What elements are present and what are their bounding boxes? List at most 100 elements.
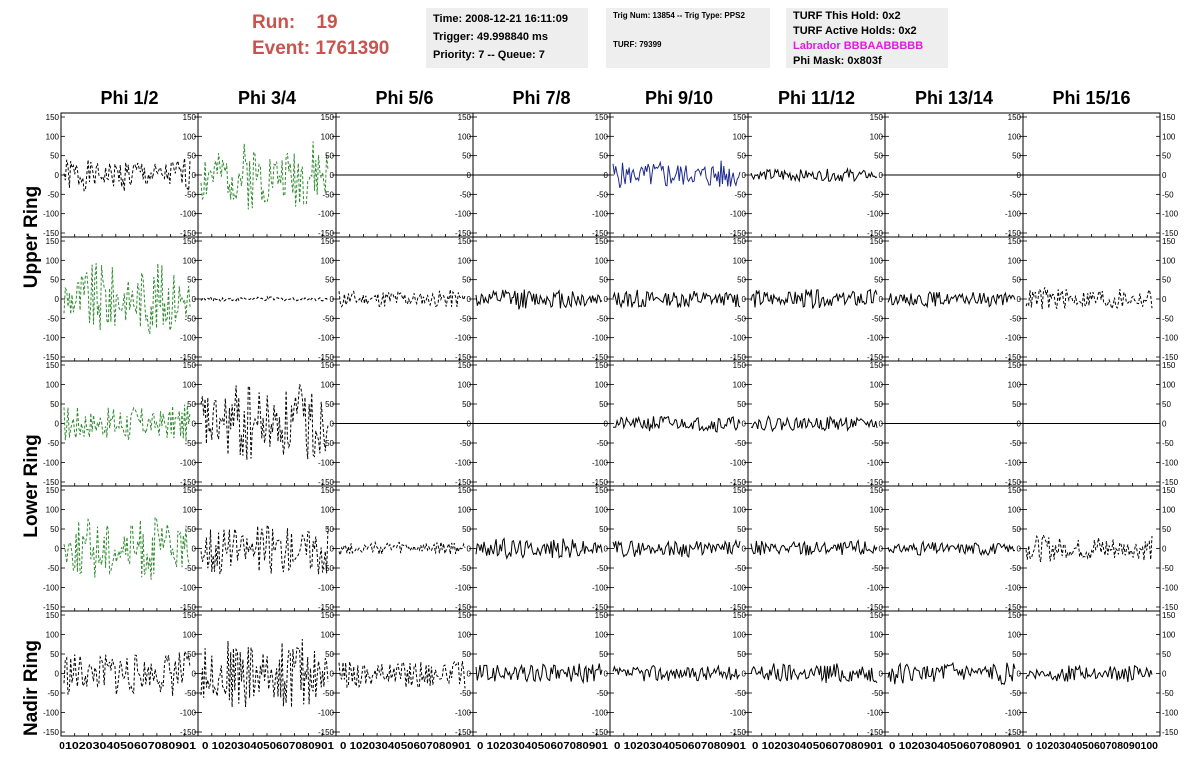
x-tick-label: 0 1020304050607080901 [477, 741, 608, 752]
y-tick-label: 150 [458, 361, 472, 370]
y-tick-label: -150 [43, 728, 60, 737]
waveform-trace [612, 664, 741, 682]
y-tick-label: -50 [871, 564, 883, 573]
y-tick-label: -50 [734, 314, 746, 323]
waveform-trace [475, 537, 603, 560]
y-tick-label: 150 [321, 611, 335, 620]
y-tick-label: 100 [733, 506, 747, 515]
waveform-panel: -150 -150 -100 -100 -50 -50 0 0 50 50 100 100 150 150 [1005, 485, 1179, 612]
y-tick-label: 0 [55, 670, 60, 679]
y-tick-label: -150 [1162, 478, 1179, 487]
panel-frame [747, 610, 886, 737]
y-tick-label: -100 [180, 459, 197, 468]
y-tick-label: -50 [596, 314, 608, 323]
waveform-panel: -150 -100 -50 0 50 100 150 [180, 360, 337, 487]
y-tick-label: -100 [455, 210, 472, 219]
waveform-trace [200, 141, 329, 210]
y-tick-label: 100 [46, 506, 60, 515]
y-tick-label: -150 [592, 603, 609, 612]
y-tick-label: -50 [1009, 564, 1021, 573]
y-tick-label: -100 [43, 459, 60, 468]
y-tick-label: 150 [46, 361, 60, 370]
waveform-panel: -150 -150 -100 -100 -50 -50 0 0 50 50 100 100 150 150 [1005, 236, 1179, 362]
y-tick-label: 0 [55, 545, 60, 554]
y-tick-label: -50 [322, 564, 334, 573]
y-tick-label: 0 [742, 545, 747, 554]
y-tick-label: -50 [596, 190, 608, 199]
y-tick-label: 150 [1008, 113, 1022, 122]
y-tick-label: 100 [458, 132, 472, 141]
run-label: Run: [252, 12, 296, 33]
y-tick-label: 50 [462, 152, 471, 161]
waveform-trace [200, 638, 329, 708]
x-tick-label: 0 1020304050607080901 [614, 741, 746, 752]
y-tick-label: 150 [595, 361, 609, 370]
waveform-trace [1025, 664, 1153, 683]
y-tick-label: -100 [455, 334, 472, 343]
y-tick-label: 50 [874, 400, 883, 409]
waveform-panel: -150 -100 -50 0 50 100 150 [43, 236, 199, 362]
y-tick-label: 100 [1162, 381, 1176, 390]
waveform-panel: -150 -100 -50 0 50 100 150 [180, 112, 337, 238]
priority-text: Priority: 7 -- Queue: 7 [433, 49, 545, 61]
panel-frame [335, 485, 474, 612]
phi-column-labels: Phi 1/2 Phi 3/4 Phi 5/6 Phi 7/8 Phi 9/10 Phi … [100, 88, 1130, 108]
y-tick-label: 100 [870, 132, 884, 141]
waveform-trace [750, 538, 878, 556]
y-tick-label: 50 [50, 152, 59, 161]
y-tick-label: 100 [458, 631, 472, 640]
y-tick-label: 150 [458, 237, 472, 246]
y-tick-label: 0 [192, 545, 197, 554]
waveform-panel: -150 -150 -100 -100 -50 -50 0 0 50 50 100 100 150 150 [1005, 112, 1179, 238]
event-row: Event: 1761390 [252, 36, 389, 62]
y-tick-label: 150 [870, 361, 884, 370]
y-tick-label: 150 [46, 486, 60, 495]
y-tick-label: 0 [192, 171, 197, 180]
y-tick-label: -150 [43, 229, 60, 238]
waveform-panel: -150 -100 -50 0 50 100 150 [318, 610, 474, 737]
y-tick-label: -150 [180, 728, 197, 737]
y-tick-label: -100 [730, 210, 747, 219]
y-tick-label: 100 [321, 256, 335, 265]
y-tick-label: 0 [1162, 670, 1167, 679]
phi-column-label: Phi 11/12 [778, 88, 855, 108]
y-tick-label: 50 [325, 525, 334, 534]
y-tick-label: 100 [321, 506, 335, 515]
y-tick-label: 50 [325, 152, 334, 161]
y-tick-label: 0 [330, 171, 335, 180]
y-tick-label: 50 [187, 276, 196, 285]
event-label: Event: [252, 38, 311, 59]
y-tick-label: -100 [1005, 709, 1022, 718]
y-tick-label: 100 [870, 256, 884, 265]
run-row: Run: 19 [252, 10, 389, 36]
y-tick-label: 150 [1162, 113, 1176, 122]
phi-column-label: Phi 3/4 [238, 88, 296, 108]
y-tick-label: 150 [595, 113, 609, 122]
y-tick-label: -50 [184, 689, 196, 698]
y-tick-label: -150 [455, 353, 472, 362]
y-tick-label: -100 [592, 584, 609, 593]
x-tick-label: 0 102030405060708090100 [1027, 741, 1158, 752]
y-tick-label: -50 [184, 190, 196, 199]
y-tick-label: 0 [1162, 295, 1167, 304]
y-tick-label: -150 [730, 603, 747, 612]
y-tick-label: -50 [1162, 564, 1174, 573]
waveform-panel: -150 -100 -50 0 50 100 150 [318, 236, 474, 362]
panel-frame [197, 360, 337, 487]
waveform-panel: -150 -100 -50 0 50 100 150 [592, 236, 749, 362]
waveform-trace [887, 661, 1016, 686]
y-tick-label: 0 [742, 171, 747, 180]
y-tick-label: 50 [599, 152, 608, 161]
y-tick-label: -50 [47, 564, 59, 573]
y-tick-label: 0 [192, 420, 197, 429]
waveform-trace [750, 166, 878, 183]
ring-label: Nadir Ring [21, 640, 42, 736]
y-tick-label: -50 [322, 689, 334, 698]
y-tick-label: -50 [184, 439, 196, 448]
ring-labels: Upper Ring Lower Ring Nadir Ring [21, 186, 42, 736]
y-tick-label: 100 [1162, 256, 1176, 265]
y-tick-label: -100 [180, 584, 197, 593]
y-tick-label: 100 [1008, 506, 1022, 515]
y-tick-label: 150 [733, 237, 747, 246]
y-tick-label: 150 [46, 237, 60, 246]
